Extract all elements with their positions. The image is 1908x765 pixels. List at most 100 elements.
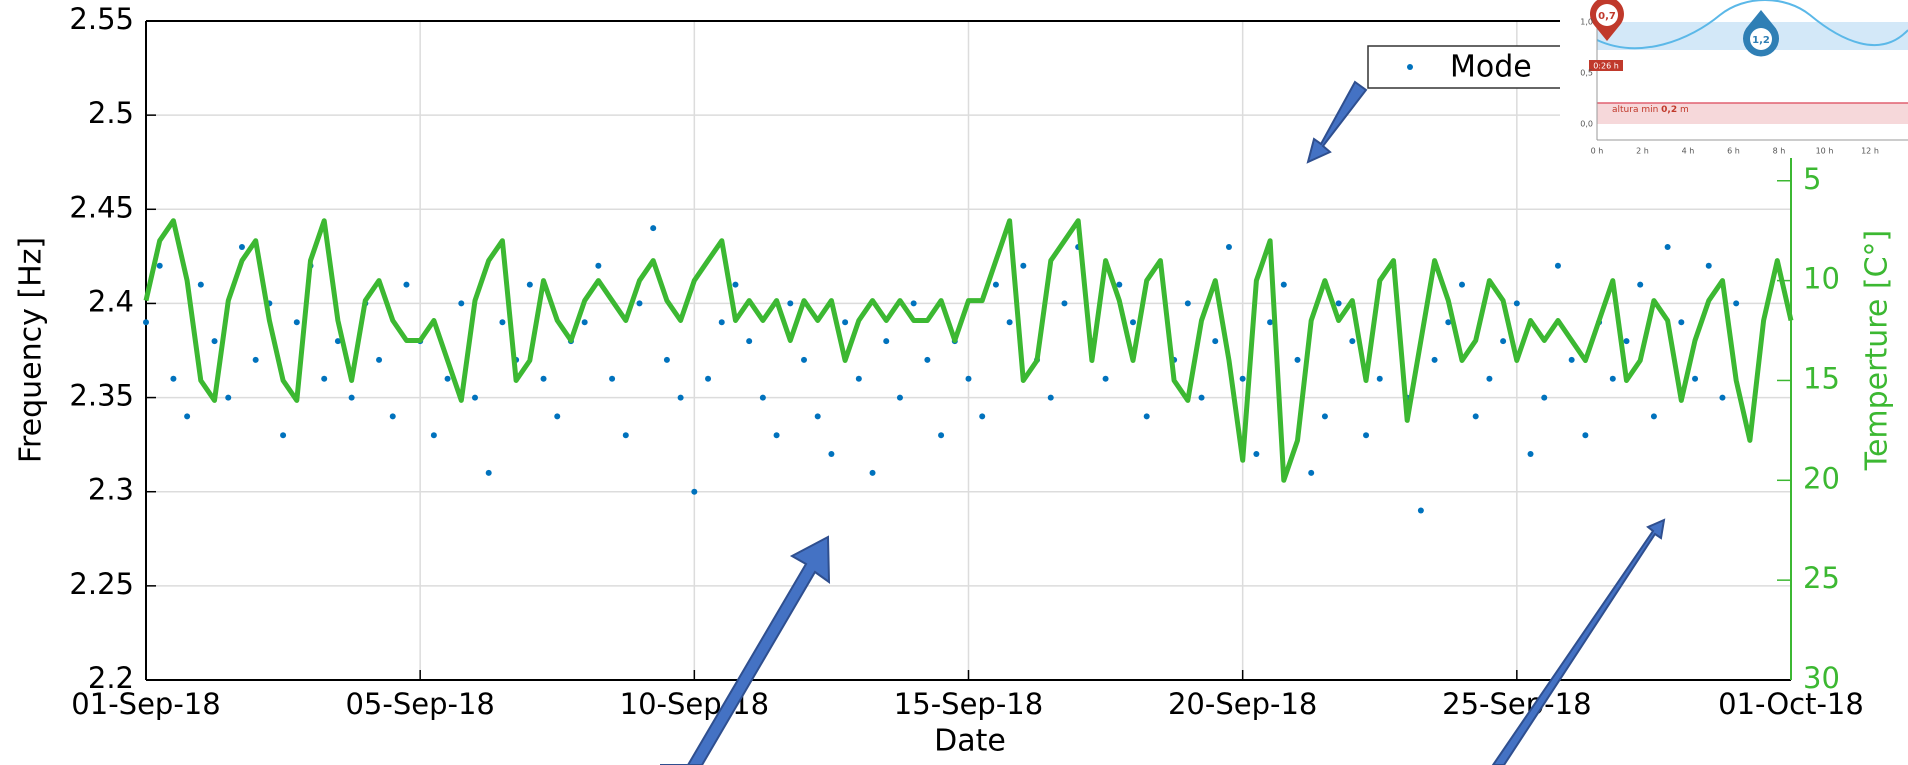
data-point bbox=[1705, 262, 1712, 269]
data-point bbox=[293, 319, 300, 326]
data-point bbox=[924, 356, 931, 363]
data-point bbox=[334, 338, 341, 345]
inset-x-label: 0 h bbox=[1591, 147, 1604, 156]
inset-y-label: 0,5 bbox=[1580, 69, 1593, 78]
data-point bbox=[1541, 394, 1548, 401]
data-point bbox=[910, 300, 917, 307]
data-point bbox=[1253, 451, 1260, 458]
inset-x-label: 12 h bbox=[1861, 147, 1879, 156]
y2-tick-label: 25 bbox=[1803, 561, 1840, 595]
data-point bbox=[499, 319, 506, 326]
data-point bbox=[348, 394, 355, 401]
x-axis-label: Date bbox=[934, 724, 1006, 759]
inset-x-label: 4 h bbox=[1682, 147, 1695, 156]
y2-tick-label: 15 bbox=[1803, 361, 1840, 395]
data-point bbox=[1445, 319, 1452, 326]
data-point bbox=[677, 394, 684, 401]
data-point bbox=[663, 356, 670, 363]
inset-marker-label: 0,7 bbox=[1598, 11, 1616, 22]
data-point bbox=[1239, 375, 1246, 382]
y-tick-label: 2.2 bbox=[88, 661, 134, 695]
data-point bbox=[1664, 243, 1671, 250]
data-point bbox=[1431, 356, 1438, 363]
y-tick-label: 2.3 bbox=[88, 473, 134, 507]
data-point bbox=[1116, 281, 1123, 288]
x-tick-label: 10-Sep-18 bbox=[620, 687, 769, 721]
data-point bbox=[1349, 338, 1356, 345]
inset-min-value: 0,2 bbox=[1661, 105, 1677, 115]
inset-time-label: 0:26 h bbox=[1593, 62, 1619, 71]
data-point bbox=[1650, 413, 1657, 420]
x-tick-label: 20-Sep-18 bbox=[1168, 687, 1317, 721]
data-point bbox=[1472, 413, 1479, 420]
data-point bbox=[1417, 507, 1424, 514]
y2-tick-label: 30 bbox=[1803, 661, 1840, 695]
legend: Mode bbox=[1367, 45, 1569, 89]
data-point bbox=[1692, 375, 1699, 382]
data-point bbox=[1130, 319, 1136, 326]
data-point bbox=[1335, 300, 1342, 307]
inset-pin-center bbox=[1596, 4, 1618, 26]
data-point bbox=[1582, 432, 1589, 439]
data-point bbox=[1294, 356, 1301, 363]
data-point bbox=[1267, 319, 1274, 326]
data-point bbox=[718, 319, 725, 326]
data-point bbox=[554, 413, 561, 420]
data-point bbox=[828, 451, 835, 458]
data-point bbox=[1486, 375, 1493, 382]
x-tick-label: 01-Sep-18 bbox=[71, 687, 220, 721]
data-point bbox=[650, 225, 657, 232]
y-tick-label: 2.35 bbox=[69, 379, 134, 413]
data-point bbox=[143, 319, 149, 326]
temperature-line bbox=[143, 218, 1794, 483]
data-point bbox=[526, 281, 533, 288]
data-point bbox=[1198, 394, 1205, 401]
data-point bbox=[1527, 451, 1534, 458]
data-point bbox=[883, 338, 890, 345]
data-point bbox=[869, 469, 876, 476]
data-point bbox=[842, 319, 849, 326]
data-point bbox=[759, 394, 766, 401]
y-tick-label: 2.5 bbox=[88, 96, 134, 130]
y2-axis-label: Temperture [C°] bbox=[1860, 230, 1895, 472]
data-point bbox=[1212, 338, 1219, 345]
data-point bbox=[389, 413, 396, 420]
inset-y-label: 0,0 bbox=[1580, 120, 1593, 129]
data-point bbox=[1308, 469, 1315, 476]
data-point bbox=[1280, 281, 1287, 288]
x-tick-label: 15-Sep-18 bbox=[894, 687, 1043, 721]
data-point bbox=[595, 262, 602, 269]
y2-tick-label: 10 bbox=[1803, 262, 1840, 296]
data-point bbox=[787, 300, 794, 307]
data-point bbox=[1321, 413, 1328, 420]
data-point bbox=[1678, 319, 1685, 326]
data-point bbox=[1376, 375, 1383, 382]
data-point bbox=[1623, 338, 1630, 345]
data-point bbox=[1047, 394, 1054, 401]
x-tick-label: 05-Sep-18 bbox=[345, 687, 494, 721]
x-tick-label: 25-Sep-18 bbox=[1442, 687, 1591, 721]
data-point bbox=[252, 356, 259, 363]
y-axis-label: Frequency [Hz] bbox=[14, 237, 49, 463]
arrow bbox=[1491, 518, 1666, 765]
inset-time-box bbox=[1589, 60, 1623, 71]
x-tick-label: 01-Oct-18 bbox=[1718, 687, 1864, 721]
data-point bbox=[622, 432, 629, 439]
data-point bbox=[855, 375, 862, 382]
inset-y-label: 1,0 bbox=[1580, 18, 1593, 27]
data-point bbox=[1568, 356, 1575, 363]
arrow bbox=[1306, 80, 1368, 164]
y-tick-label: 2.55 bbox=[69, 2, 134, 36]
data-point bbox=[1733, 300, 1740, 307]
data-point bbox=[691, 488, 698, 495]
legend-box bbox=[1367, 45, 1569, 89]
legend-marker bbox=[1407, 64, 1413, 70]
arrow bbox=[660, 535, 831, 765]
data-point bbox=[197, 281, 204, 288]
legend-label: Mode bbox=[1450, 50, 1532, 85]
data-point bbox=[1609, 375, 1616, 382]
y2-tick-label: 20 bbox=[1803, 461, 1840, 495]
data-point bbox=[1719, 394, 1726, 401]
data-point bbox=[1513, 300, 1520, 307]
